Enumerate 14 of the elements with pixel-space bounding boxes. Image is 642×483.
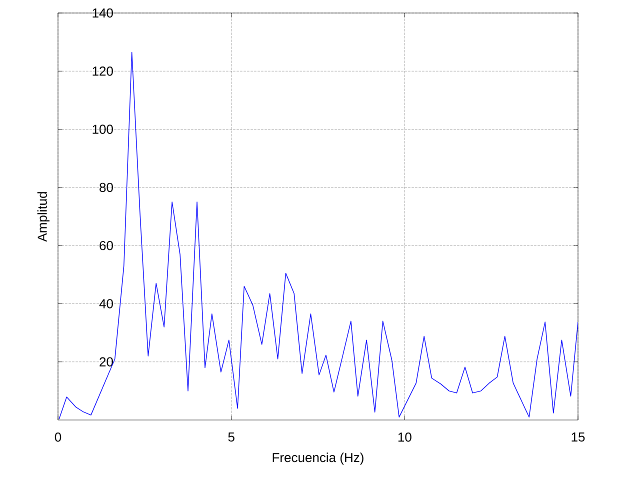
x-tick-label: 10 bbox=[398, 432, 412, 442]
line-series bbox=[58, 52, 578, 420]
x-tick-label: 15 bbox=[572, 432, 585, 442]
x-tick-label: 5 bbox=[228, 432, 234, 442]
y-tick-label: 100 bbox=[92, 124, 113, 134]
y-tick-label: 120 bbox=[92, 66, 113, 76]
y-axis-title: Amplitud bbox=[37, 192, 50, 242]
x-axis-title: Frecuencia (Hz) bbox=[272, 452, 364, 465]
y-tick-label: 20 bbox=[100, 357, 113, 366]
y-tick-label: 60 bbox=[100, 240, 113, 250]
y-tick-label: 140 bbox=[92, 8, 113, 18]
y-tick-label: 80 bbox=[100, 182, 113, 192]
x-tick-label: 0 bbox=[54, 432, 62, 442]
y-tick-label: 40 bbox=[99, 299, 113, 308]
